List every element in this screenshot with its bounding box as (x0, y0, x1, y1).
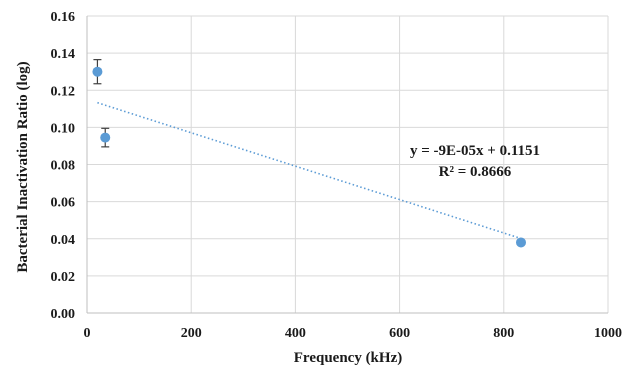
y-tick-labels: 0.00 0.02 0.04 0.06 0.08 0.10 0.12 0.14 0.16 (51, 10, 76, 322)
x-tick-label: 1000 (594, 326, 622, 341)
x-tick-label: 200 (181, 326, 202, 341)
x-axis-title: Frequency (kHz) (294, 350, 402, 366)
y-tick-label: 0.14 (51, 47, 76, 62)
y-tick-label: 0.06 (51, 196, 76, 211)
x-tick-label: 600 (389, 326, 410, 341)
x-tick-label: 800 (493, 326, 514, 341)
r-squared-label: R² = 0.8666 (439, 164, 512, 180)
x-tick-labels: 0 200 400 600 800 1000 (84, 326, 623, 341)
y-tick-label: 0.02 (51, 270, 76, 285)
x-tick-label: 400 (285, 326, 306, 341)
y-tick-label: 0.12 (51, 84, 76, 99)
y-tick-label: 0.10 (51, 121, 76, 136)
gridlines (86, 15, 609, 314)
y-tick-label: 0.00 (51, 307, 76, 322)
data-point (100, 132, 111, 143)
x-tick-label: 0 (84, 326, 91, 341)
y-tick-label: 0.08 (51, 159, 76, 174)
y-tick-label: 0.04 (51, 233, 76, 248)
y-axis-title: Bacterial Inactivation Ratio (log) (15, 61, 31, 272)
data-point (515, 237, 526, 248)
y-tick-label: 0.16 (51, 10, 76, 25)
data-points (92, 66, 526, 248)
data-point (92, 66, 103, 77)
trendline-equation: y = -9E-05x + 0.1151 (410, 143, 540, 159)
